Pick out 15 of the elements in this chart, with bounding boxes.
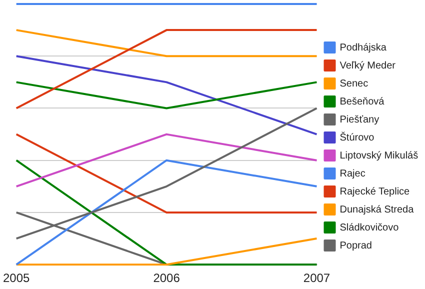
legend-label: Piešťany <box>340 114 380 126</box>
legend-label: Veľký Meder <box>340 60 396 72</box>
x-tick-label: 2006 <box>153 271 180 286</box>
legend-label: Sládkovičovo <box>340 222 400 234</box>
legend-label: Senec <box>340 78 368 90</box>
legend-label: Podhájska <box>340 42 387 54</box>
legend-label: Rajecké Teplice <box>340 186 410 198</box>
x-tick-label: 2005 <box>2 271 30 286</box>
legend-label: Štúrovo <box>340 131 375 144</box>
legend-label: Rajec <box>340 168 366 180</box>
legend-label: Poprad <box>340 240 372 252</box>
legend-label: Dunajská Streda <box>340 204 414 216</box>
x-tick-label: 2007 <box>303 271 330 286</box>
legend-label: Bešeňová <box>340 96 385 108</box>
legend-label: Liptovský Mikuláš <box>340 150 418 162</box>
